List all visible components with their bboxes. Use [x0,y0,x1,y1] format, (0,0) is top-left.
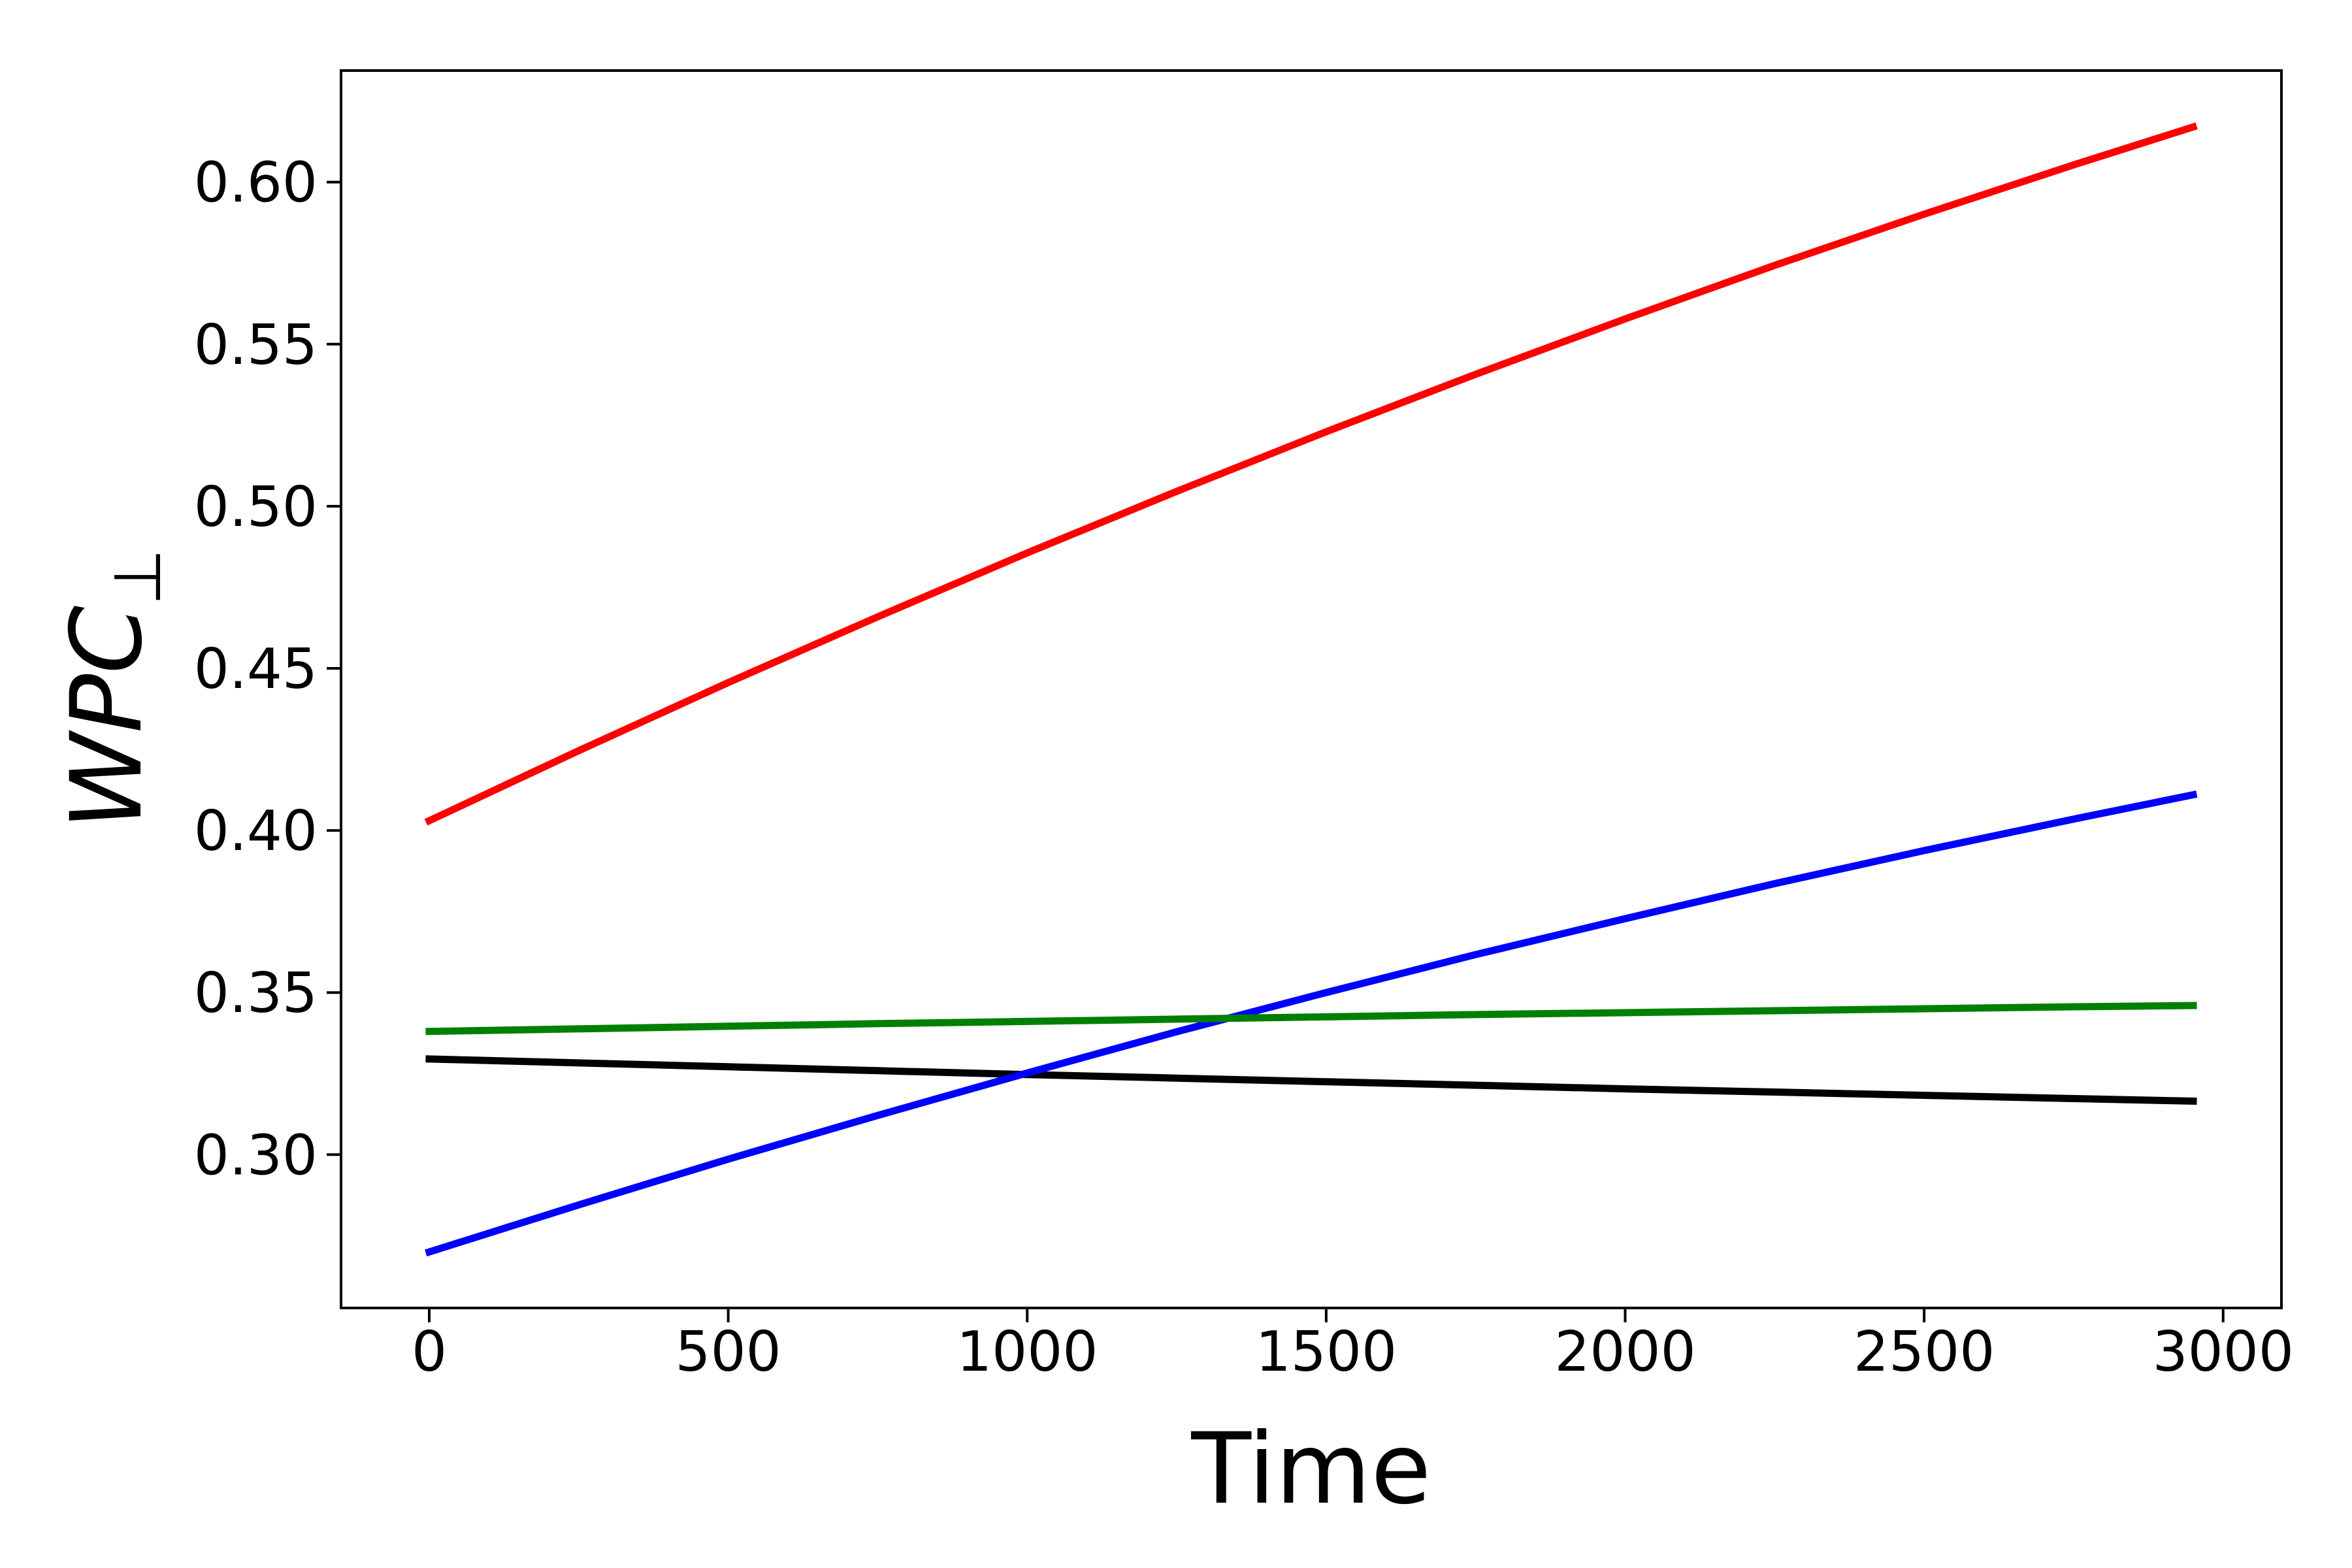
y-axis-label-main: WPC [50,606,164,830]
y-tick-label: 0.45 [194,637,318,702]
y-tick-label: 0.60 [194,151,318,216]
x-tick-label: 500 [676,1320,781,1384]
x-tick-label: 2000 [1554,1320,1695,1384]
y-tick-label: 0.30 [194,1123,318,1188]
y-tick-label: 0.35 [194,961,318,1026]
x-tick-label: 0 [412,1320,447,1384]
series-line-black [425,1055,2197,1105]
y-tick-label: 0.55 [194,313,318,378]
y-tick-label: 0.50 [194,475,318,540]
x-tick-label: 1500 [1256,1320,1397,1384]
x-axis-ticks: 0 500 1000 1500 2000 2500 3000 [412,1309,2294,1384]
series-line-green [425,1002,2197,1036]
y-axis-label: WPC⊥ [50,549,176,830]
y-axis-label-subscript: ⊥ [99,549,176,606]
x-tick-label: 3000 [2153,1320,2294,1384]
y-axis-ticks: 0.30 0.35 0.40 0.45 0.50 0.55 0.60 [194,151,340,1188]
series-group [424,122,2198,1257]
series-line-red [424,122,2198,826]
y-tick-label: 0.40 [194,799,318,864]
x-axis-label: Time [1190,1413,1431,1526]
x-tick-label: 2500 [1854,1320,1995,1384]
x-tick-label: 1000 [956,1320,1098,1384]
series-line-blue [425,791,2198,1257]
plot-border [340,69,2283,1309]
